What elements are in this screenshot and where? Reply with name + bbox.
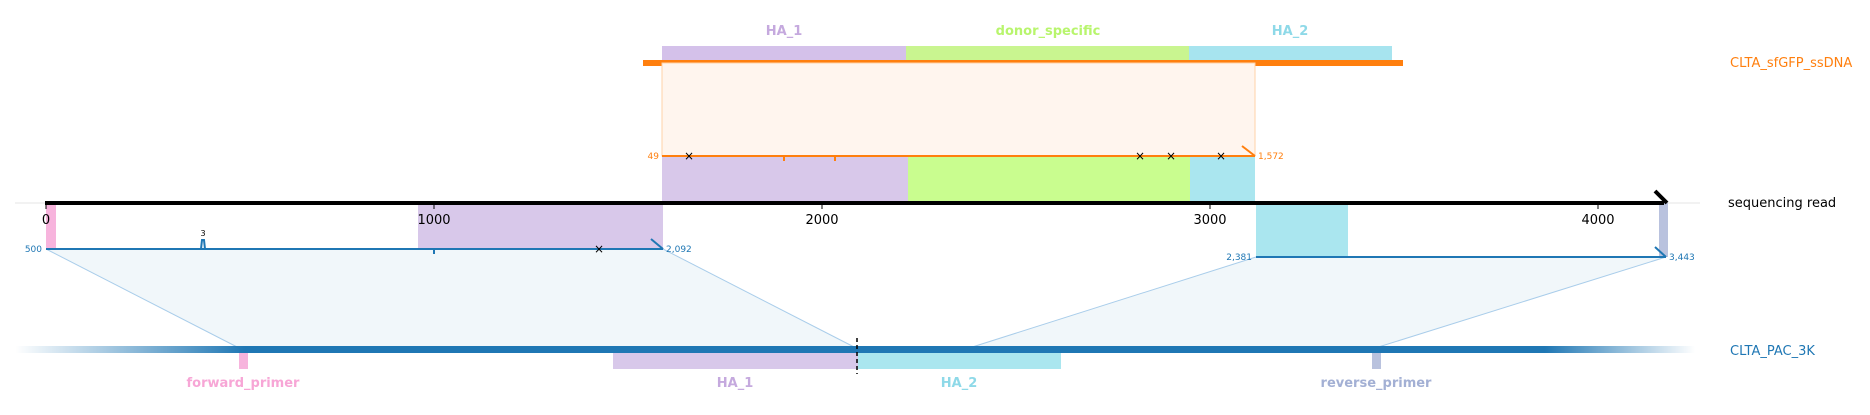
donor-alignment-shade <box>661 62 1256 157</box>
target-line-fade-left <box>15 346 245 353</box>
mismatch-mark: × <box>594 242 604 256</box>
donor-feature-label-ha2: HA_2 <box>1272 24 1309 39</box>
target-alignment-1-edge <box>45 248 242 350</box>
read-overlap-ha1 <box>662 157 908 201</box>
read-tick-label: 0 <box>42 213 50 228</box>
target-feature-ha1 <box>613 350 858 369</box>
target-alignment-1: 3 × 500 2,092 <box>25 229 859 350</box>
target-row: forward_primer HA_1 HA_2 reverse_primer … <box>15 338 1815 391</box>
insertion-mark <box>200 239 206 250</box>
target-feature-forward-primer <box>239 350 248 369</box>
target-alignment-2-edge <box>965 256 1257 350</box>
mismatch-mark: × <box>684 149 694 163</box>
target-alignment-1-end-hook <box>650 238 664 250</box>
read-overlap-ha2-lower <box>1256 203 1348 257</box>
read-row-label: sequencing read <box>1728 196 1836 211</box>
donor-feature-label-ha1: HA_1 <box>766 24 803 39</box>
donor-row-label: CLTA_sfGFP_ssDNA <box>1730 56 1852 71</box>
donor-alignment: × × × × 49 1,572 <box>648 62 1284 201</box>
read-row: 0 1000 2000 3000 4000 sequencing read <box>15 189 1836 257</box>
read-overlap-donor-specific <box>908 157 1190 201</box>
donor-feature-ha1 <box>662 46 906 62</box>
read-overlap-ha2 <box>1190 157 1255 201</box>
target-alignment-1-end: 2,092 <box>666 245 692 255</box>
target-alignment-1-edge <box>662 248 859 350</box>
donor-feature-label-donor-specific: donor_specific <box>996 24 1101 39</box>
target-feature-label-reverse-primer: reverse_primer <box>1321 376 1433 391</box>
target-alignment-2-edge <box>1371 256 1667 350</box>
target-feature-label-ha1: HA_1 <box>717 376 754 391</box>
target-line-fade-right <box>1545 346 1695 353</box>
read-overlap-reverse-primer <box>1659 203 1668 257</box>
target-alignment-2-end: 3,443 <box>1669 253 1695 263</box>
read-tick-label: 1000 <box>417 213 450 228</box>
target-alignment-1-shade <box>46 249 858 349</box>
donor-alignment-start: 49 <box>648 152 660 162</box>
donor-feature-ha2 <box>1189 46 1392 62</box>
target-feature-ha2 <box>858 350 1061 369</box>
target-feature-label-ha2: HA_2 <box>941 376 978 391</box>
donor-feature-donor-specific <box>906 46 1189 62</box>
target-alignment-1-start: 500 <box>25 245 42 255</box>
insertion-size-label: 3 <box>200 229 205 238</box>
read-tick-label: 2000 <box>805 213 838 228</box>
target-alignment-2-end-hook <box>1654 246 1667 258</box>
target-row-label: CLTA_PAC_3K <box>1730 344 1815 359</box>
mismatch-mark: × <box>1216 149 1226 163</box>
target-alignment-2-start: 2,381 <box>1226 253 1252 263</box>
target-alignment-2-shade <box>966 257 1666 349</box>
donor-alignment-end-hook <box>1241 145 1256 157</box>
donor-alignment-end: 1,572 <box>1258 152 1284 162</box>
mismatch-mark: × <box>1135 149 1145 163</box>
target-alignment-2: 2,381 3,443 <box>965 246 1695 350</box>
read-tick-label: 3000 <box>1193 213 1226 228</box>
target-feature-reverse-primer <box>1372 350 1381 369</box>
target-line <box>245 346 1545 353</box>
read-end-hook <box>1653 189 1669 205</box>
mismatch-mark: × <box>1166 149 1176 163</box>
read-overlap-forward-primer <box>46 203 56 249</box>
target-feature-label-forward-primer: forward_primer <box>187 376 301 391</box>
read-overlap-ha1-lower <box>418 203 663 249</box>
read-tick-label: 4000 <box>1581 213 1614 228</box>
